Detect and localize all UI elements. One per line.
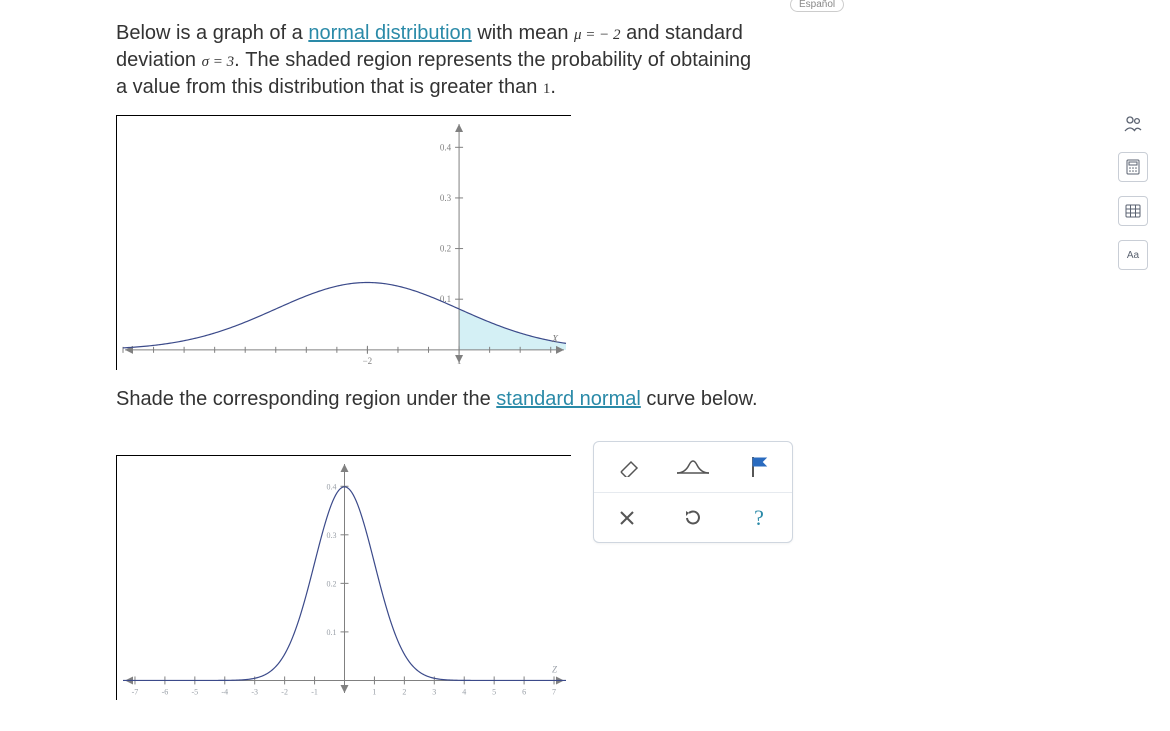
clear-button[interactable] bbox=[599, 496, 655, 540]
svg-text:-3: -3 bbox=[251, 687, 258, 696]
problem-statement: Below is a graph of a normal distributio… bbox=[116, 20, 1016, 101]
keypad-button[interactable] bbox=[1118, 196, 1148, 226]
link-normal-distribution[interactable]: normal distribution bbox=[308, 22, 471, 44]
problem-area: Below is a graph of a normal distributio… bbox=[116, 20, 1016, 700]
text: and standard bbox=[621, 22, 743, 44]
text: Below is a graph of a bbox=[116, 22, 308, 44]
svg-text:−2: −2 bbox=[363, 356, 373, 366]
curve-tool-icon bbox=[675, 457, 711, 477]
aa-icon: Aa bbox=[1127, 250, 1139, 261]
chart1-svg: −210.10.20.30.4X bbox=[117, 116, 572, 371]
svg-text:1: 1 bbox=[457, 356, 462, 366]
text: . bbox=[550, 76, 556, 98]
svg-text:2: 2 bbox=[402, 687, 406, 696]
svg-text:-4: -4 bbox=[221, 687, 228, 696]
tool-row-tools bbox=[594, 442, 792, 492]
calculator-icon bbox=[1124, 158, 1142, 176]
keypad-icon bbox=[1124, 202, 1142, 220]
svg-text:5: 5 bbox=[492, 687, 496, 696]
svg-text:7: 7 bbox=[552, 687, 556, 696]
mu-expression: μ = − 2 bbox=[574, 27, 621, 43]
reset-button[interactable] bbox=[665, 496, 721, 540]
answer-row: -7-6-5-4-3-2-112345670.10.20.30.4Z bbox=[116, 441, 1016, 700]
instruction-2: Shade the corresponding region under the… bbox=[116, 388, 1016, 411]
eraser-tool[interactable] bbox=[599, 445, 655, 489]
svg-text:0.3: 0.3 bbox=[327, 531, 337, 540]
language-label: Español bbox=[799, 0, 835, 10]
svg-text:-2: -2 bbox=[281, 687, 288, 696]
svg-text:1: 1 bbox=[372, 687, 376, 696]
graph-toolbox: ? bbox=[593, 441, 793, 543]
teacher-view-button[interactable] bbox=[1118, 108, 1148, 138]
flag-tool[interactable] bbox=[731, 445, 787, 489]
text: . The shaded region represents the proba… bbox=[234, 49, 751, 71]
text: deviation bbox=[116, 49, 202, 71]
given-distribution-graph: −210.10.20.30.4X bbox=[116, 115, 571, 370]
text: curve below. bbox=[641, 388, 758, 410]
link-standard-normal[interactable]: standard normal bbox=[496, 388, 641, 410]
calculator-button[interactable] bbox=[1118, 152, 1148, 182]
close-icon bbox=[618, 509, 636, 527]
group-icon bbox=[1122, 112, 1144, 134]
svg-text:-6: -6 bbox=[162, 687, 169, 696]
svg-text:-7: -7 bbox=[132, 687, 139, 696]
eraser-icon bbox=[613, 457, 641, 477]
text: a value from this distribution that is g… bbox=[116, 76, 543, 98]
svg-text:0.4: 0.4 bbox=[440, 142, 452, 152]
svg-text:6: 6 bbox=[522, 687, 526, 696]
svg-text:0.3: 0.3 bbox=[440, 193, 452, 203]
tool-row-actions: ? bbox=[594, 492, 792, 542]
svg-text:0.4: 0.4 bbox=[327, 482, 337, 491]
svg-text:0.1: 0.1 bbox=[327, 628, 337, 637]
help-button[interactable]: ? bbox=[731, 496, 787, 540]
reset-icon bbox=[683, 508, 703, 528]
language-pill[interactable]: Español bbox=[790, 0, 844, 12]
svg-text:X: X bbox=[551, 334, 559, 345]
chart2-svg[interactable]: -7-6-5-4-3-2-112345670.10.20.30.4Z bbox=[117, 456, 572, 701]
font-size-button[interactable]: Aa bbox=[1118, 240, 1148, 270]
region-left-tool[interactable] bbox=[665, 445, 721, 489]
svg-text:0.2: 0.2 bbox=[440, 244, 451, 254]
svg-text:4: 4 bbox=[462, 687, 466, 696]
svg-text:-1: -1 bbox=[311, 687, 318, 696]
svg-text:-5: -5 bbox=[192, 687, 199, 696]
sigma-expression: σ = 3 bbox=[202, 54, 235, 70]
text: with mean bbox=[472, 22, 574, 44]
flag-icon bbox=[748, 455, 770, 479]
svg-text:3: 3 bbox=[432, 687, 436, 696]
standard-normal-graph[interactable]: -7-6-5-4-3-2-112345670.10.20.30.4Z bbox=[116, 455, 571, 700]
svg-text:0.2: 0.2 bbox=[327, 579, 337, 588]
right-sidebar: Aa bbox=[1118, 108, 1152, 270]
text: Shade the corresponding region under the bbox=[116, 388, 496, 410]
